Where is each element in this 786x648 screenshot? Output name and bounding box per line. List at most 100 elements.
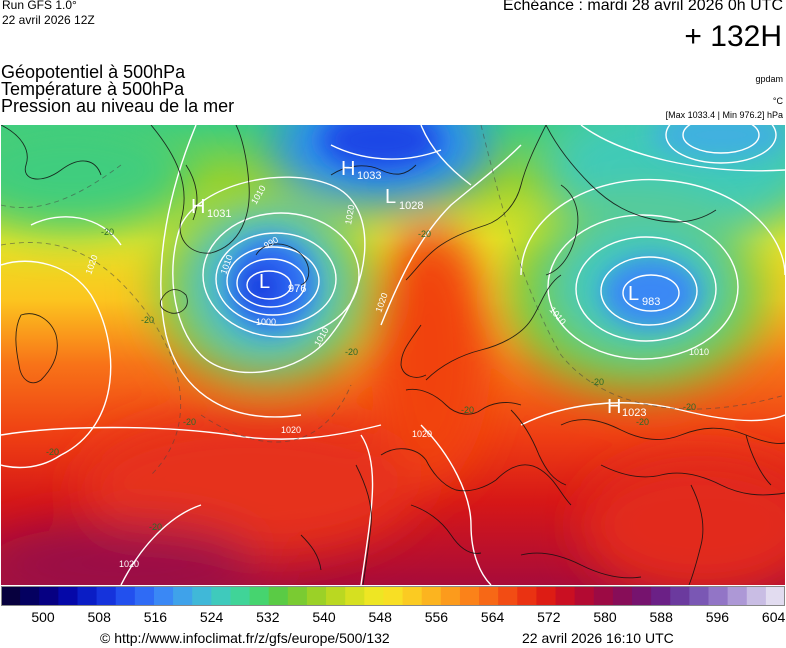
legend-swatch xyxy=(173,586,193,606)
legend-bar xyxy=(1,586,786,606)
unit-pressure-range: [Max 1033.4 | Min 976.2] hPa xyxy=(665,110,783,120)
legend-swatch xyxy=(593,586,614,606)
generated-time: 22 avril 2026 16:10 UTC xyxy=(522,630,674,646)
legend-swatch xyxy=(765,586,786,606)
weather-map: H 1033 H 1031 L 1028 L 976 L 983 H 1023 … xyxy=(1,125,785,585)
legend-tick-label: 500 xyxy=(31,609,55,625)
coastlines xyxy=(1,125,785,585)
legend-swatch xyxy=(306,586,327,606)
forecast-lead-time: + 132H xyxy=(684,20,782,53)
legend-swatch xyxy=(517,586,537,606)
legend-tick-label: 604 xyxy=(761,609,786,625)
legend-swatch xyxy=(421,586,442,606)
legend-tick-label: 564 xyxy=(480,609,505,625)
temp-label: -20 xyxy=(141,315,154,325)
pressure-centers: H 1033 H 1031 L 1028 L 976 L 983 H 1023 xyxy=(191,158,660,419)
legend-swatch xyxy=(670,586,690,606)
title-temperature: Température à 500hPa xyxy=(1,79,185,99)
isobars xyxy=(1,125,785,585)
temp-label: -20 xyxy=(345,347,358,357)
center-value: 976 xyxy=(288,283,306,295)
legend-swatch xyxy=(727,586,748,606)
center-letter: H xyxy=(191,196,205,218)
legend-tick-label: 548 xyxy=(368,609,392,625)
color-legend xyxy=(1,586,786,606)
legend-swatch xyxy=(746,586,767,606)
isobar-label: 1020 xyxy=(281,425,301,435)
legend-tick-label: 588 xyxy=(649,609,673,625)
legend-swatch xyxy=(574,586,595,606)
legend-tick-label: 516 xyxy=(143,609,168,625)
isobar-label: 1020 xyxy=(119,559,139,569)
temp-label: -20 xyxy=(46,447,59,457)
temperature-labels: -20 -20 -20 -20 -20 -20 -20 -20 -20 -20 … xyxy=(46,227,696,532)
legend-swatch xyxy=(536,586,557,606)
legend-swatch xyxy=(1,586,21,606)
legend-swatch xyxy=(364,586,384,606)
isobar-label: 1020 xyxy=(343,204,356,225)
center-value: 1028 xyxy=(399,200,423,212)
center-value: 1031 xyxy=(207,208,231,220)
temp-label: -20 xyxy=(636,417,649,427)
unit-geopotential: gpdam xyxy=(755,74,783,84)
legend-swatch xyxy=(96,586,117,606)
legend-tick-label: 596 xyxy=(705,609,730,625)
legend-tick-label: 540 xyxy=(312,609,336,625)
center-value: 1033 xyxy=(357,170,381,182)
title-pressure: Pression au niveau de la mer xyxy=(1,96,235,116)
run-info: Run GFS 1.0° 22 avril 2026 12Z xyxy=(2,0,95,28)
center-letter: L xyxy=(259,271,270,293)
center-value: 983 xyxy=(642,296,660,308)
legend-swatch xyxy=(58,586,78,606)
legend-swatch xyxy=(115,586,136,606)
weather-map-svg: H 1033 H 1031 L 1028 L 976 L 983 H 1023 … xyxy=(1,125,785,585)
temp-label: -20 xyxy=(183,417,196,427)
center-letter: H xyxy=(341,158,355,180)
legend-swatch xyxy=(326,586,346,606)
legend-swatch xyxy=(77,586,98,606)
legend-swatch xyxy=(555,586,576,606)
legend-swatch xyxy=(689,586,710,606)
legend-swatch xyxy=(479,586,499,606)
legend-tick-label: 580 xyxy=(593,609,617,625)
temp-label: -20 xyxy=(683,402,696,412)
legend-swatch xyxy=(287,586,308,606)
legend-swatch xyxy=(440,586,461,606)
temp-label: -20 xyxy=(418,229,431,239)
legend-swatch xyxy=(651,586,671,606)
center-letter: L xyxy=(385,186,396,208)
legend-tick-label: 524 xyxy=(199,609,224,625)
legend-swatch xyxy=(345,586,365,606)
legend-tick-label: 532 xyxy=(256,609,280,625)
isobar-label: 1020 xyxy=(412,429,432,439)
legend-swatch xyxy=(134,586,155,606)
legend-swatch xyxy=(192,586,212,606)
legend-ticks: 500 508 516 524 532 540 548 556 564 572 580 588 596 6… xyxy=(0,609,786,627)
legend-swatch xyxy=(230,586,251,606)
map-titles: Géopotentiel à 500hPa Température à 500h… xyxy=(1,63,235,116)
legend-swatch xyxy=(20,586,40,606)
temp-label: -20 xyxy=(101,227,114,237)
temp-label: -20 xyxy=(591,377,604,387)
legend-swatch xyxy=(632,586,652,606)
legend-tick-label: 508 xyxy=(87,609,111,625)
legend-swatch xyxy=(268,586,289,606)
legend-swatch xyxy=(612,586,633,606)
run-date: 22 avril 2026 12Z xyxy=(2,13,95,27)
run-model: Run GFS 1.0° xyxy=(2,0,77,12)
legend-swatch xyxy=(498,586,518,606)
legend-swatch xyxy=(383,586,404,606)
legend-swatch xyxy=(708,586,729,606)
legend-tick-label: 572 xyxy=(537,609,561,625)
forecast-valid-time: Echéance : mardi 28 avril 2026 0h UTC xyxy=(502,0,783,14)
legend-border xyxy=(1,586,785,606)
legend-swatch xyxy=(459,586,480,606)
source-url: © http://www.infoclimat.fr/z/gfs/europe/… xyxy=(100,630,390,646)
center-letter: L xyxy=(628,283,639,305)
legend-swatch xyxy=(402,586,423,606)
isotherms xyxy=(1,125,785,476)
legend-swatch xyxy=(249,586,270,606)
legend-swatch xyxy=(211,586,231,606)
isobar-label: 1010 xyxy=(689,347,709,357)
temp-label: -20 xyxy=(149,522,162,532)
